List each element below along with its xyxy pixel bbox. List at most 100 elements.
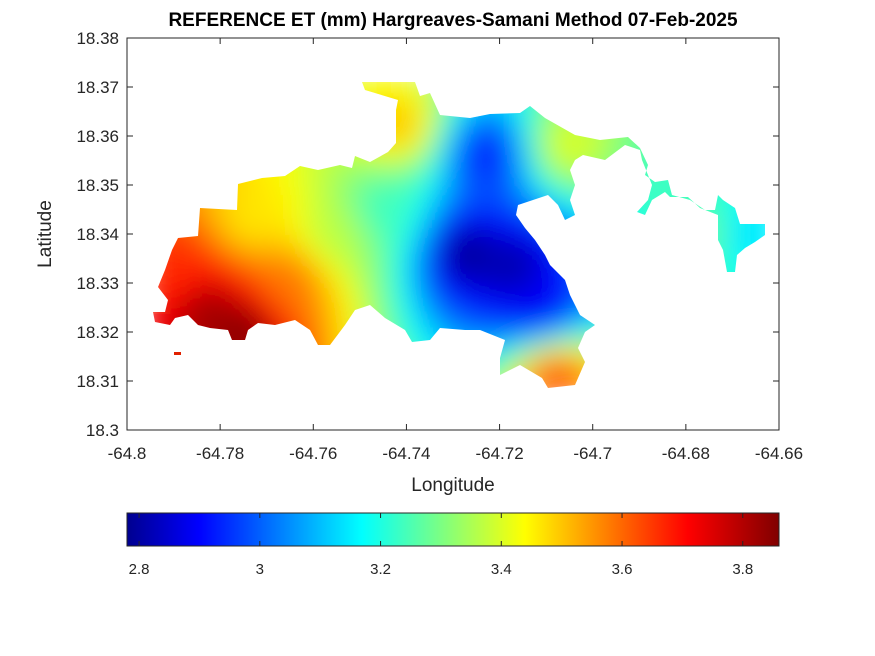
heatmap-cell [577, 363, 586, 372]
heatmap-cell [537, 139, 546, 148]
heatmap-cell [241, 291, 250, 300]
heatmap-cell [297, 163, 306, 172]
heatmap-cell [321, 235, 330, 244]
heatmap-cell [305, 323, 314, 332]
heatmap-cell [377, 243, 386, 252]
heatmap-cell [473, 243, 482, 252]
heatmap-cell [521, 195, 530, 204]
heatmap-cell [177, 243, 186, 252]
heatmap-cell [409, 83, 418, 92]
heatmap-cell [385, 195, 394, 204]
heatmap-cell [169, 307, 178, 316]
heatmap-cell [417, 219, 426, 228]
heatmap-cell [433, 323, 442, 332]
heatmap-cell [537, 363, 546, 372]
heatmap-cell [401, 323, 410, 332]
heatmap-cell [241, 179, 250, 188]
heatmap-cell [481, 163, 490, 172]
heatmap-cell [161, 307, 170, 316]
heatmap-cell [393, 227, 402, 236]
heatmap-cell [289, 187, 298, 196]
heatmap-cell [409, 243, 418, 252]
colorbar [126, 512, 780, 547]
heatmap-cell [345, 195, 354, 204]
heatmap-cell [209, 323, 218, 332]
heatmap-cell [457, 307, 466, 316]
heatmap-cell [513, 299, 522, 308]
heatmap-cell [273, 187, 282, 196]
heatmap-cell [409, 179, 418, 188]
heatmap-cell [457, 171, 466, 180]
heatmap-cell [537, 259, 546, 268]
heatmap-cell [649, 179, 658, 188]
heatmap-cell [433, 195, 442, 204]
heatmap-cell [417, 243, 426, 252]
heatmap-cell [425, 331, 434, 340]
heatmap-cell [473, 235, 482, 244]
heatmap-cell [513, 219, 522, 228]
heatmap-cell [433, 227, 442, 236]
heatmap-cell [225, 275, 234, 284]
heatmap-cell [257, 179, 266, 188]
heatmap-cell [417, 299, 426, 308]
heatmap-cell [185, 251, 194, 260]
heatmap-cell [569, 131, 578, 140]
heatmap-cell [441, 315, 450, 324]
heatmap-cell [329, 163, 338, 172]
heatmap-cell [401, 131, 410, 140]
heatmap-cell [489, 147, 498, 156]
heatmap-cell [201, 283, 210, 292]
heatmap-cell [497, 235, 506, 244]
heatmap-cell [305, 307, 314, 316]
heatmap-cell [361, 243, 370, 252]
heatmap-cell [449, 179, 458, 188]
heatmap-cell [361, 291, 370, 300]
heatmap-cell [417, 107, 426, 116]
heatmap-cell [457, 299, 466, 308]
heatmap-cell [521, 339, 530, 348]
heatmap-cell [329, 227, 338, 236]
heatmap-cell [337, 211, 346, 220]
heatmap-cell [465, 243, 474, 252]
heatmap-cell [193, 243, 202, 252]
heatmap-cell [601, 147, 610, 156]
heatmap-cell [401, 83, 410, 92]
heatmap-cell [433, 115, 442, 124]
heatmap-cell [561, 187, 570, 196]
chart-title: REFERENCE ET (mm) Hargreaves-Samani Meth… [168, 10, 738, 31]
heatmap-cell [465, 139, 474, 148]
heatmap-cell [249, 219, 258, 228]
heatmap-cell [481, 115, 490, 124]
heatmap-cell [353, 179, 362, 188]
heatmap-cell [497, 179, 506, 188]
heatmap-cell [353, 211, 362, 220]
heatmap-cell [521, 107, 530, 116]
heatmap-cell [481, 259, 490, 268]
heatmap-cell [345, 243, 354, 252]
heatmap-cell [537, 187, 546, 196]
heatmap-cell [281, 243, 290, 252]
heatmap-cell [489, 139, 498, 148]
heatmap-cell [529, 363, 538, 372]
heatmap-cell [249, 211, 258, 220]
heatmap-cell [561, 379, 570, 388]
heatmap-cell [577, 315, 586, 324]
heatmap-cell [401, 179, 410, 188]
heatmap-cell [521, 275, 530, 284]
heatmap-cell [513, 283, 522, 292]
heatmap-cell [241, 299, 250, 308]
heatmap-cell [449, 307, 458, 316]
heatmap-cell [169, 283, 178, 292]
heatmap-cell [425, 267, 434, 276]
heatmap-cell [209, 267, 218, 276]
heatmap-cell [409, 251, 418, 260]
heatmap-cell [265, 283, 274, 292]
heatmap-cell [505, 267, 514, 276]
heatmap-cell [409, 171, 418, 180]
heatmap-cell [281, 251, 290, 260]
heatmap-cell [433, 219, 442, 228]
heatmap-cell [465, 315, 474, 324]
heatmap-cell [505, 291, 514, 300]
heatmap-cell [313, 323, 322, 332]
heatmap-cell [297, 283, 306, 292]
